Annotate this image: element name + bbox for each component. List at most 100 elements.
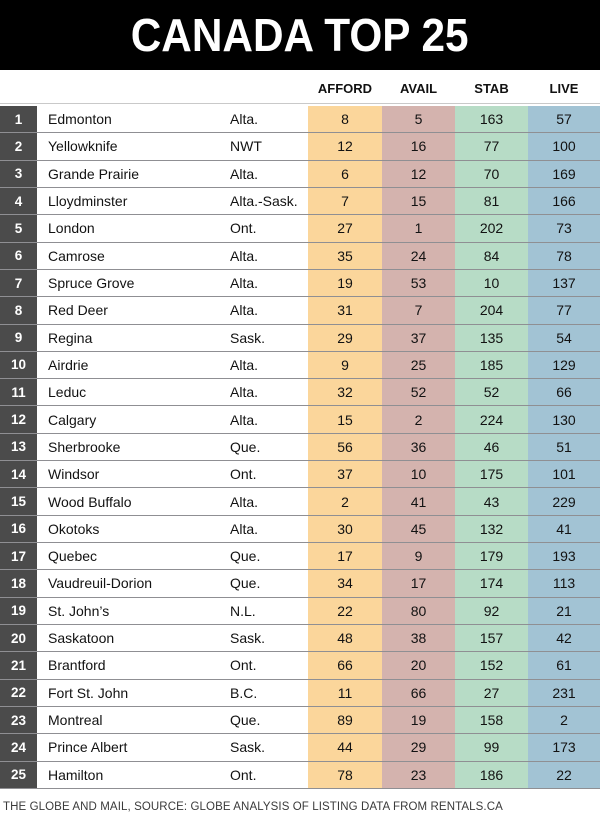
live-cell: 73 xyxy=(528,215,600,242)
rank-gutter xyxy=(37,570,43,597)
stab-cell: 185 xyxy=(455,351,528,379)
stab-cell: 152 xyxy=(455,652,528,679)
afford-cell: 29 xyxy=(308,324,382,351)
stab-cell: 92 xyxy=(455,597,528,624)
rank-cell: 10 xyxy=(0,351,37,379)
rank-gutter xyxy=(37,160,43,187)
city-cell: Lloydminster xyxy=(48,193,128,210)
rank-gutter xyxy=(37,543,43,570)
rank-cell: 16 xyxy=(0,515,37,542)
province-cell: Alta. xyxy=(230,493,259,510)
rank-cell: 8 xyxy=(0,297,37,324)
city-cell: Airdrie xyxy=(48,356,89,373)
table-row: 2 Yellowknife NWT 12 16 77 100 xyxy=(0,133,600,161)
avail-cell: 66 xyxy=(382,679,455,706)
rank-cell: 18 xyxy=(0,570,37,597)
avail-cell: 41 xyxy=(382,488,455,515)
afford-cell: 66 xyxy=(308,652,382,679)
afford-cell: 22 xyxy=(308,597,382,624)
city-cell: Leduc xyxy=(48,384,87,401)
city-cell: Yellowknife xyxy=(48,138,118,155)
rank-cell: 12 xyxy=(0,406,37,433)
avail-cell: 38 xyxy=(382,624,455,652)
table-row: 22 Fort St. John B.C. 11 66 27 231 xyxy=(0,679,600,707)
avail-cell: 2 xyxy=(382,406,455,433)
rank-gutter xyxy=(37,242,43,269)
province-cell: NWT xyxy=(230,138,262,155)
afford-cell: 31 xyxy=(308,297,382,324)
rank-gutter xyxy=(37,351,43,379)
table-row: 25 Hamilton Ont. 78 23 186 22 xyxy=(0,761,600,789)
province-cell: Sask. xyxy=(230,630,266,647)
rank-gutter xyxy=(37,652,43,679)
live-cell: 229 xyxy=(528,488,600,515)
live-cell: 129 xyxy=(528,351,600,379)
rank-cell: 25 xyxy=(0,761,37,788)
table-row: 7 Spruce Grove Alta. 19 53 10 137 xyxy=(0,269,600,298)
afford-cell: 48 xyxy=(308,624,382,652)
table-row: 12 Calgary Alta. 15 2 224 130 xyxy=(0,406,600,434)
table-row: 9 Regina Sask. 29 37 135 54 xyxy=(0,324,600,352)
live-cell: 231 xyxy=(528,679,600,706)
avail-cell: 36 xyxy=(382,433,455,461)
avail-cell: 19 xyxy=(382,706,455,734)
city-cell: Grande Prairie xyxy=(48,165,140,182)
stab-cell: 158 xyxy=(455,706,528,734)
rank-gutter xyxy=(37,297,43,324)
rank-cell: 19 xyxy=(0,597,37,624)
rank-cell: 9 xyxy=(0,324,37,351)
avail-cell: 16 xyxy=(382,133,455,160)
avail-cell: 80 xyxy=(382,597,455,624)
province-cell: Que. xyxy=(230,438,261,455)
province-cell: Alta. xyxy=(230,356,259,373)
province-cell: Que. xyxy=(230,548,261,565)
avail-cell: 20 xyxy=(382,652,455,679)
province-cell: Alta. xyxy=(230,520,259,537)
stab-cell: 81 xyxy=(455,187,528,215)
page-title: CANADA TOP 25 xyxy=(131,9,469,61)
live-cell: 137 xyxy=(528,269,600,297)
rank-gutter xyxy=(37,488,43,515)
live-cell: 101 xyxy=(528,461,600,488)
avail-cell: 12 xyxy=(382,160,455,187)
rank-cell: 6 xyxy=(0,242,37,269)
table-row: 18 Vaudreuil-Dorion Que. 34 17 174 113 xyxy=(0,570,600,598)
avail-cell: 7 xyxy=(382,297,455,324)
stab-cell: 224 xyxy=(455,406,528,433)
city-cell: Prince Albert xyxy=(48,739,128,756)
avail-cell: 5 xyxy=(382,106,455,133)
city-cell: Spruce Grove xyxy=(48,275,135,292)
afford-cell: 30 xyxy=(308,515,382,542)
province-cell: Sask. xyxy=(230,329,266,346)
table-row: 15 Wood Buffalo Alta. 2 41 43 229 xyxy=(0,488,600,516)
city-cell: Quebec xyxy=(48,548,98,565)
stab-cell: 46 xyxy=(455,433,528,461)
rank-cell: 13 xyxy=(0,433,37,461)
live-cell: 61 xyxy=(528,652,600,679)
afford-cell: 8 xyxy=(308,106,382,133)
afford-cell: 19 xyxy=(308,269,382,297)
afford-cell: 37 xyxy=(308,461,382,488)
avail-cell: 9 xyxy=(382,543,455,570)
table-row: 23 Montreal Que. 89 19 158 2 xyxy=(0,706,600,735)
rank-cell: 5 xyxy=(0,215,37,242)
city-cell: Hamilton xyxy=(48,766,104,783)
live-cell: 54 xyxy=(528,324,600,351)
city-cell: Vaudreuil-Dorion xyxy=(48,575,153,592)
stab-cell: 84 xyxy=(455,242,528,269)
rank-gutter xyxy=(37,133,43,160)
province-cell: Que. xyxy=(230,712,261,729)
afford-cell: 7 xyxy=(308,187,382,215)
source-credit: THE GLOBE AND MAIL, SOURCE: GLOBE ANALYS… xyxy=(3,800,503,813)
live-cell: 113 xyxy=(528,570,600,597)
city-cell: Windsor xyxy=(48,466,100,483)
table-row: 10 Airdrie Alta. 9 25 185 129 xyxy=(0,351,600,380)
city-cell: Camrose xyxy=(48,247,105,264)
city-cell: Montreal xyxy=(48,712,103,729)
rank-cell: 20 xyxy=(0,624,37,652)
live-cell: 42 xyxy=(528,624,600,652)
stab-cell: 99 xyxy=(455,734,528,761)
avail-cell: 29 xyxy=(382,734,455,761)
column-header-stab: STAB xyxy=(474,81,509,96)
